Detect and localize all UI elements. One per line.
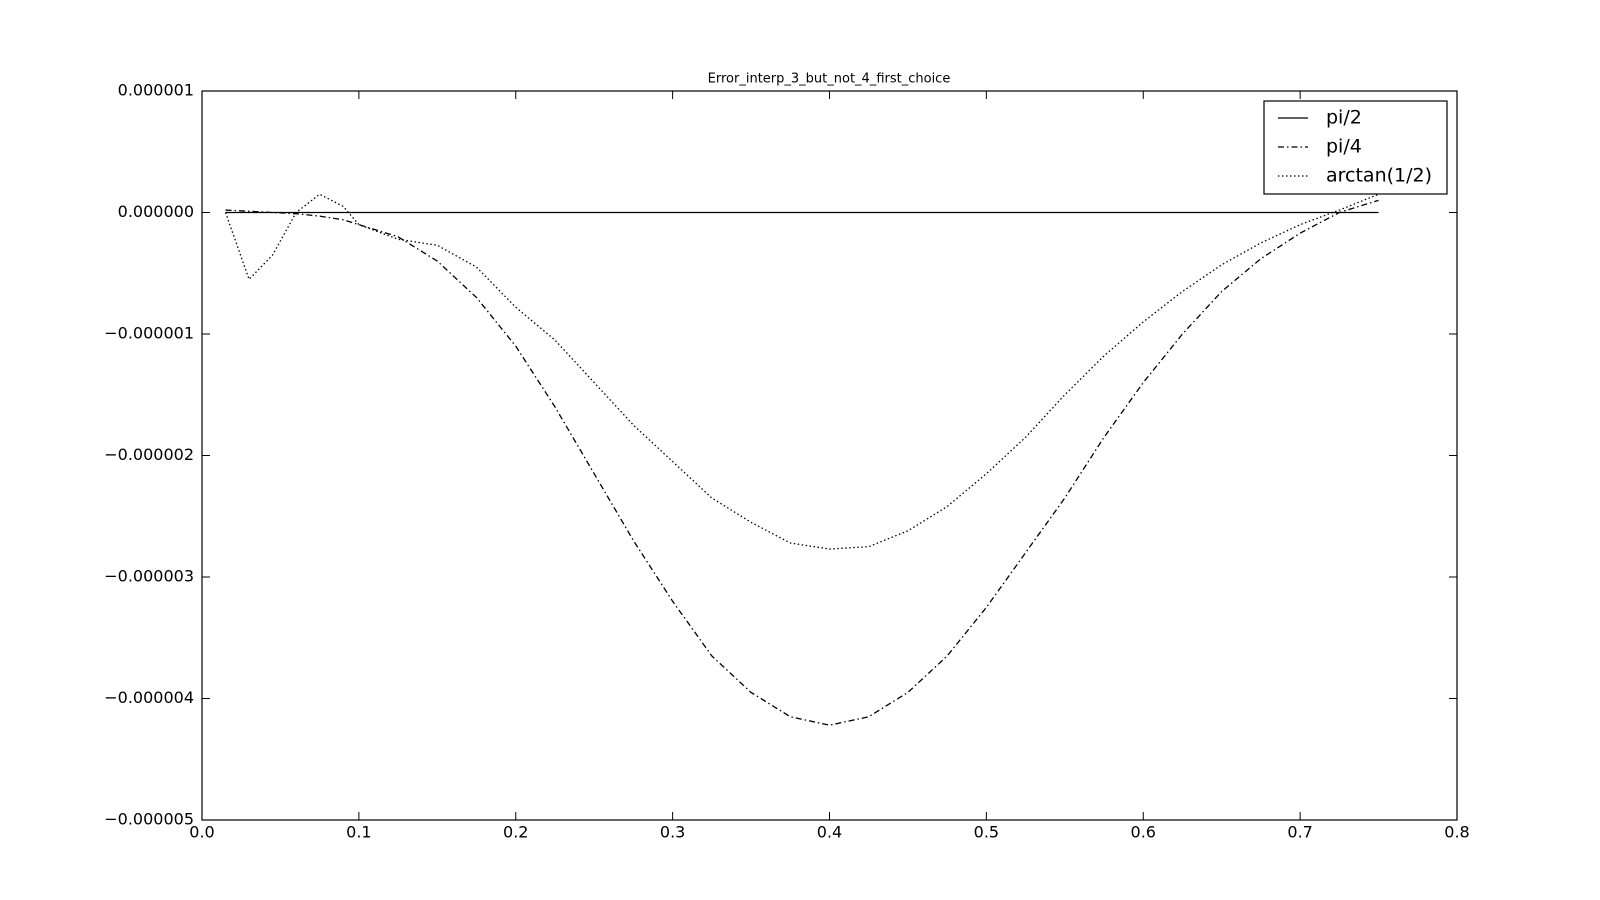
y-tick-label: 0.000001 [118, 81, 194, 100]
x-tick-label: 0.3 [660, 823, 685, 842]
x-tick-label: 0.0 [189, 823, 214, 842]
legend-label: arctan(1/2) [1326, 165, 1432, 187]
y-tick-label: 0.000000 [118, 202, 194, 221]
x-tick-label: 0.5 [974, 823, 999, 842]
y-tick-label: −0.000004 [104, 688, 194, 707]
y-tick-label: −0.000001 [104, 324, 194, 343]
x-tick-label: 0.1 [346, 823, 371, 842]
y-tick-label: −0.000005 [104, 810, 194, 829]
plot-frame [201, 90, 1458, 821]
chart-title: Error_interp_3_but_not_4_first_choice [708, 72, 951, 87]
legend-label: pi/4 [1326, 136, 1362, 158]
legend-label: pi/2 [1326, 107, 1362, 129]
x-tick-label: 0.6 [1131, 823, 1156, 842]
series-line [224, 193, 1379, 550]
series-line [225, 199, 1379, 726]
legend: pi/2 pi/4 arctan(1/2) [1263, 100, 1448, 195]
y-tick-label: −0.000003 [104, 567, 194, 586]
x-tick-label: 0.7 [1287, 823, 1312, 842]
x-tick-label: 0.8 [1444, 823, 1469, 842]
x-tick-label: 0.4 [817, 823, 842, 842]
x-tick-label: 0.2 [503, 823, 528, 842]
y-tick-label: −0.000002 [104, 445, 194, 464]
